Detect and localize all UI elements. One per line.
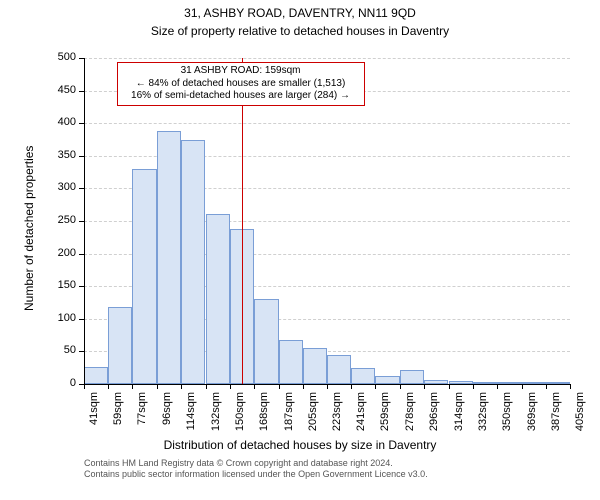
x-tick [303, 384, 304, 389]
x-tick [375, 384, 376, 389]
histogram-bar [254, 299, 279, 384]
histogram-bar [303, 348, 327, 384]
x-tick [206, 384, 207, 389]
x-tick [400, 384, 401, 389]
x-tick [351, 384, 352, 389]
x-tick-label: 278sqm [404, 392, 416, 452]
histogram-bar [181, 140, 205, 385]
gridline [84, 58, 570, 59]
y-tick-label: 50 [44, 344, 76, 356]
histogram-bar [327, 355, 351, 384]
x-tick [181, 384, 182, 389]
x-tick-label: 223sqm [331, 392, 343, 452]
x-tick [570, 384, 571, 389]
y-tick-label: 150 [44, 279, 76, 291]
histogram-bar [400, 370, 424, 384]
histogram-bar [206, 214, 230, 384]
y-tick-label: 100 [44, 312, 76, 324]
histogram-bar [351, 368, 375, 384]
annotation-line-2: ← 84% of detached houses are smaller (1,… [122, 78, 360, 91]
x-tick-label: 387sqm [550, 392, 562, 452]
title-line-2: Size of property relative to detached ho… [0, 24, 600, 38]
histogram-bar [132, 169, 157, 384]
gridline [84, 123, 570, 124]
x-tick-label: 168sqm [258, 392, 270, 452]
x-tick [449, 384, 450, 389]
annotation-line-3: 16% of semi-detached houses are larger (… [122, 90, 360, 103]
x-tick [84, 384, 85, 389]
x-tick-label: 259sqm [379, 392, 391, 452]
histogram-bar [84, 367, 108, 384]
x-tick-label: 41sqm [88, 392, 100, 452]
x-tick-label: 132sqm [210, 392, 222, 452]
y-axis-line [84, 58, 85, 384]
x-tick-label: 241sqm [355, 392, 367, 452]
y-tick-label: 400 [44, 116, 76, 128]
license-line-1: Contains HM Land Registry data © Crown c… [84, 458, 428, 469]
y-tick-label: 300 [44, 181, 76, 193]
marker-line [242, 58, 243, 384]
y-tick-label: 450 [44, 84, 76, 96]
x-tick [327, 384, 328, 389]
x-tick-label: 332sqm [477, 392, 489, 452]
x-tick [254, 384, 255, 389]
x-tick-label: 369sqm [526, 392, 538, 452]
x-tick [230, 384, 231, 389]
x-tick-label: 96sqm [161, 392, 173, 452]
x-tick-label: 205sqm [307, 392, 319, 452]
y-tick-label: 500 [44, 51, 76, 63]
chart-container: { "title_line1": "31, ASHBY ROAD, DAVENT… [0, 0, 600, 500]
y-tick-label: 200 [44, 247, 76, 259]
x-tick [157, 384, 158, 389]
plot-area [84, 58, 570, 384]
histogram-bar [108, 307, 132, 384]
x-tick [108, 384, 109, 389]
x-tick-label: 296sqm [428, 392, 440, 452]
x-tick-label: 59sqm [112, 392, 124, 452]
x-tick-label: 187sqm [283, 392, 295, 452]
x-tick [546, 384, 547, 389]
x-tick [497, 384, 498, 389]
x-tick [132, 384, 133, 389]
title-line-1: 31, ASHBY ROAD, DAVENTRY, NN11 9QD [0, 6, 600, 20]
y-axis-label: Number of detached properties [22, 146, 36, 311]
annotation-callout: 31 ASHBY ROAD: 159sqm ← 84% of detached … [117, 62, 365, 106]
x-tick [279, 384, 280, 389]
x-tick-label: 350sqm [501, 392, 513, 452]
x-tick [424, 384, 425, 389]
histogram-bar [157, 131, 181, 384]
y-tick-label: 0 [44, 377, 76, 389]
license-text: Contains HM Land Registry data © Crown c… [84, 458, 428, 480]
x-tick [473, 384, 474, 389]
y-tick-label: 250 [44, 214, 76, 226]
x-tick [522, 384, 523, 389]
license-line-2: Contains public sector information licen… [84, 469, 428, 480]
y-tick-label: 350 [44, 149, 76, 161]
x-tick-label: 114sqm [185, 392, 197, 452]
x-tick-label: 314sqm [453, 392, 465, 452]
x-tick-label: 405sqm [574, 392, 586, 452]
x-tick-label: 77sqm [136, 392, 148, 452]
histogram-bar [375, 376, 400, 384]
annotation-line-1: 31 ASHBY ROAD: 159sqm [122, 65, 360, 78]
histogram-bar [279, 340, 303, 384]
x-tick-label: 150sqm [234, 392, 246, 452]
